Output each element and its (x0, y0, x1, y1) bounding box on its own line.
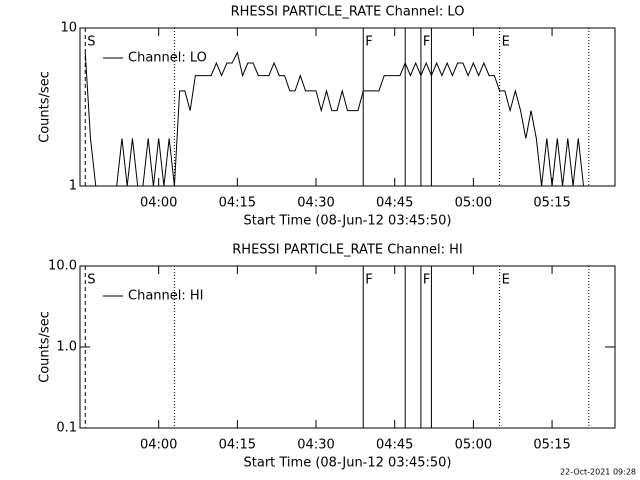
x-tick-label: 04:30 (297, 438, 334, 453)
flag-label: F (365, 35, 372, 50)
data-line (84, 50, 585, 187)
x-tick-label: 04:45 (376, 196, 413, 211)
flag-label: F (365, 273, 372, 288)
flag-label: F (423, 35, 430, 50)
x-tick-label: 04:00 (140, 196, 177, 211)
x-tick-label: 05:00 (455, 196, 492, 211)
y-axis-label: Counts/sec (38, 71, 53, 143)
flag-label: E (502, 273, 510, 288)
y-axis-label: Counts/sec (38, 311, 53, 383)
x-tick-label: 04:00 (140, 438, 177, 453)
flag-label: S (87, 35, 95, 50)
y-tick-label: 10.0 (48, 259, 77, 274)
x-axis-label: Start Time (08-Jun-12 03:45:50) (244, 456, 452, 471)
flag-label: E (502, 35, 510, 50)
x-tick-label: 04:30 (297, 196, 334, 211)
y-tick-label: 1.0 (56, 340, 77, 355)
x-tick-label: 04:15 (219, 196, 256, 211)
x-tick-label: 04:45 (376, 438, 413, 453)
plot-frame (79, 27, 616, 187)
flag-label: F (423, 273, 430, 288)
x-tick-label: 05:15 (533, 438, 570, 453)
flag-label: S (87, 273, 95, 288)
y-tick-label: 0.1 (56, 421, 77, 436)
x-axis-label: Start Time (08-Jun-12 03:45:50) (244, 214, 452, 229)
legend-label: Channel: LO (128, 51, 207, 66)
y-tick-label: 1 (69, 179, 77, 194)
y-tick-label: 10 (60, 21, 77, 36)
legend-label: Channel: HI (128, 289, 204, 304)
footer-timestamp: 22-Oct-2021 09:28 (560, 468, 636, 477)
x-tick-label: 04:15 (219, 438, 256, 453)
chart-title: RHESSI PARTICLE_RATE Channel: LO (231, 5, 465, 20)
chart-title: RHESSI PARTICLE_RATE Channel: HI (232, 243, 462, 258)
x-tick-label: 05:15 (533, 196, 570, 211)
x-tick-label: 05:00 (455, 438, 492, 453)
